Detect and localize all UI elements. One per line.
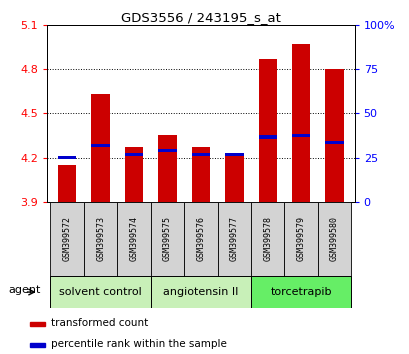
Bar xyxy=(58,156,76,159)
Text: GSM399573: GSM399573 xyxy=(96,216,105,261)
Bar xyxy=(250,276,351,308)
Bar xyxy=(50,202,84,278)
Text: percentile rank within the sample: percentile rank within the sample xyxy=(51,339,227,349)
Bar xyxy=(158,136,176,202)
Text: transformed count: transformed count xyxy=(51,318,148,328)
Text: GSM399572: GSM399572 xyxy=(63,216,72,261)
Bar xyxy=(258,59,276,202)
Bar xyxy=(191,153,209,156)
Bar xyxy=(217,202,250,278)
Text: torcetrapib: torcetrapib xyxy=(270,287,331,297)
Bar xyxy=(250,202,284,278)
Bar xyxy=(91,144,110,147)
Bar xyxy=(125,153,143,156)
Text: GSM399580: GSM399580 xyxy=(329,216,338,261)
Text: GSM399579: GSM399579 xyxy=(296,216,305,261)
Text: GSM399576: GSM399576 xyxy=(196,216,205,261)
Bar xyxy=(117,202,151,278)
Bar xyxy=(325,141,343,144)
Bar xyxy=(325,69,343,202)
Bar xyxy=(291,44,310,202)
Title: GDS3556 / 243195_s_at: GDS3556 / 243195_s_at xyxy=(121,11,280,24)
Text: agent: agent xyxy=(9,285,41,296)
Text: angiotensin II: angiotensin II xyxy=(163,287,238,297)
Text: GSM399574: GSM399574 xyxy=(129,216,138,261)
Bar xyxy=(91,94,110,202)
Bar xyxy=(258,135,276,138)
Bar xyxy=(58,165,76,202)
Text: GSM399575: GSM399575 xyxy=(163,216,171,261)
Bar xyxy=(184,202,217,278)
Bar xyxy=(317,202,351,278)
Text: GSM399578: GSM399578 xyxy=(263,216,272,261)
Bar xyxy=(158,149,176,152)
Bar xyxy=(151,276,250,308)
Bar xyxy=(291,134,310,137)
Bar xyxy=(284,202,317,278)
Bar xyxy=(30,343,45,347)
Bar xyxy=(191,147,209,202)
Text: solvent control: solvent control xyxy=(59,287,142,297)
Bar xyxy=(30,322,45,326)
Bar xyxy=(151,202,184,278)
Bar xyxy=(84,202,117,278)
Bar xyxy=(225,153,243,156)
Bar xyxy=(225,155,243,202)
Text: GSM399577: GSM399577 xyxy=(229,216,238,261)
Bar xyxy=(125,147,143,202)
Bar xyxy=(50,276,151,308)
